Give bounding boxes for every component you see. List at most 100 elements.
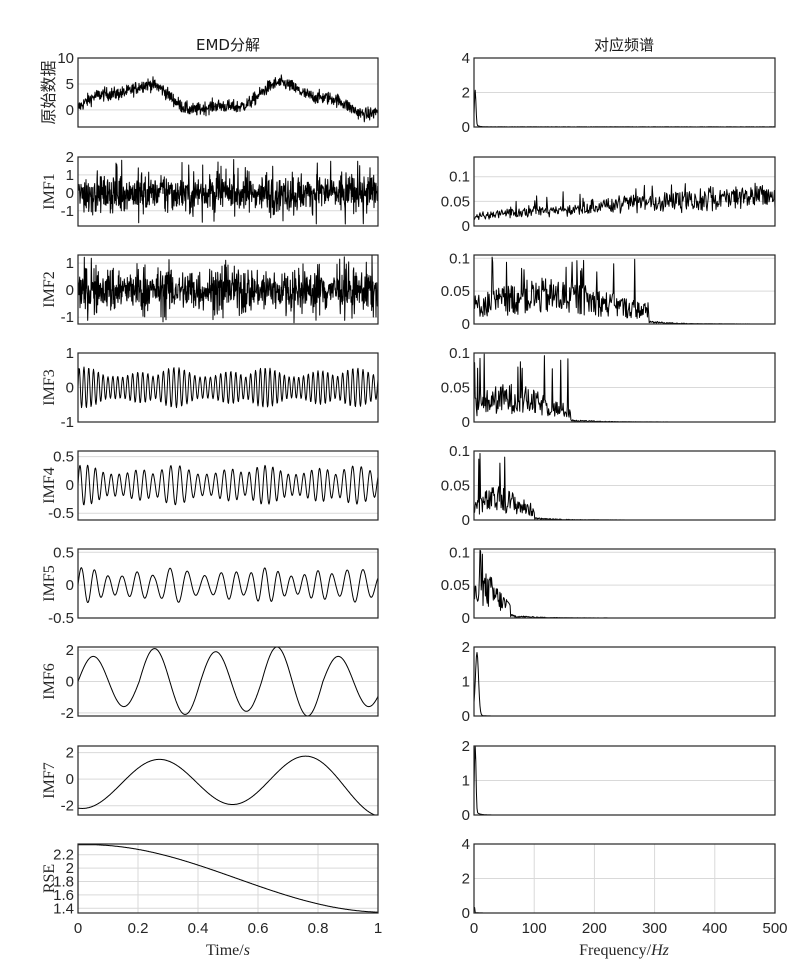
y-tick-label: 0 <box>66 102 74 119</box>
y-tick-label: 0.1 <box>449 544 470 561</box>
x-tick-label: 100 <box>522 920 547 937</box>
y-tick-label: -2 <box>61 798 74 815</box>
y-tick-label: 0 <box>462 218 470 235</box>
y-tick-label: 0.05 <box>441 193 470 210</box>
y-tick-label: 4 <box>462 836 470 853</box>
signal-trace <box>78 647 378 716</box>
y-tick-label: 2.2 <box>53 847 74 864</box>
spectrum-axes-5: 0 0.05 0.1 <box>441 443 776 529</box>
emd-axes-7: -2 0 2 IMF6 <box>41 642 379 722</box>
y-tick-label: 0 <box>462 414 470 431</box>
emd-decomposition-panels: 0510原始数据-1012IMF1-101IMF2-101IMF3-0.500.… <box>40 50 382 937</box>
y-tick-label: 0 <box>462 119 470 136</box>
axes-box <box>77 352 379 423</box>
right-x-axis-label: Frequency/Hz <box>579 942 670 959</box>
spectrum-axes-8: 0 1 2 <box>462 738 776 824</box>
y-tick-label: 0 <box>462 316 470 333</box>
y-axis-label: IMF4 <box>41 467 58 503</box>
x-tick-label: 0.8 <box>308 920 329 937</box>
signal-trace <box>474 549 775 618</box>
signal-trace <box>474 652 775 716</box>
spectrum-axes-9: 0 2 4 0 100 200 300 400 500 <box>462 836 788 937</box>
y-tick-label: 1.8 <box>53 874 74 891</box>
y-axis-label: IMF3 <box>41 369 58 405</box>
x-tick-label: 0 <box>470 920 478 937</box>
y-tick-label: 0.05 <box>441 283 470 300</box>
axes-box <box>77 646 379 717</box>
y-tick-label: 2 <box>66 745 74 762</box>
y-tick-label: 0 <box>66 771 74 788</box>
y-tick-label: 2 <box>66 149 74 166</box>
y-tick-label: -1 <box>61 203 74 220</box>
y-tick-label: 0 <box>66 674 74 691</box>
spectrum-panels: 0 2 4 0 0.05 0.1 0 0.05 0.1 0 0.05 0.1 0 0.05 0.1 0 0.05… <box>441 50 788 937</box>
spectrum-axes-6: 0 0.05 0.1 <box>441 544 776 627</box>
y-tick-label: 1 <box>66 345 74 362</box>
y-tick-label: 2 <box>66 642 74 659</box>
axes-box <box>77 450 379 521</box>
y-tick-label: 0 <box>462 807 470 824</box>
y-tick-label: 0 <box>66 282 74 299</box>
y-tick-label: -1 <box>61 309 74 326</box>
spectrum-axes-2: 0 0.05 0.1 <box>441 156 776 235</box>
signal-trace <box>78 464 378 506</box>
signal-trace <box>78 844 378 913</box>
left-title: EMD分解 <box>196 36 260 54</box>
emd-axes-9: 1.41.61.822.2 0 0.2 0.4 0.6 0.8 1 RSE <box>41 843 382 937</box>
x-tick-label: 500 <box>762 920 787 937</box>
axes-box <box>473 254 776 325</box>
y-tick-label: 1 <box>462 674 470 691</box>
y-axis-label: RSE <box>41 864 58 893</box>
y-tick-label: 10 <box>57 50 74 67</box>
y-tick-label: -0.5 <box>48 505 74 522</box>
y-axis-label: IMF5 <box>41 565 58 601</box>
left-x-axis-label: Time/s <box>206 942 250 959</box>
y-tick-label: 1 <box>66 255 74 272</box>
y-tick-label: 0 <box>66 477 74 494</box>
y-tick-label: 2 <box>462 871 470 888</box>
signal-trace <box>474 182 775 221</box>
x-tick-label: 200 <box>582 920 607 937</box>
y-tick-label: 2 <box>462 639 470 656</box>
y-tick-label: 0 <box>66 185 74 202</box>
y-axis-label: IMF6 <box>41 663 58 699</box>
x-tick-label: 0.6 <box>248 920 269 937</box>
y-tick-label: 0.1 <box>449 443 470 460</box>
signal-trace <box>474 89 775 127</box>
x-tick-label: 1 <box>374 920 382 937</box>
y-tick-label: 0 <box>462 512 470 529</box>
y-tick-label: 1.4 <box>53 900 74 917</box>
y-tick-label: 0.5 <box>53 449 74 466</box>
signal-trace <box>78 567 378 603</box>
signal-trace <box>78 255 378 324</box>
x-tick-label: 300 <box>642 920 667 937</box>
axes-box <box>77 843 379 914</box>
y-tick-label: 2 <box>462 738 470 755</box>
emd-axes-6: -0.5 0 0.5 IMF5 <box>41 544 379 627</box>
y-tick-label: -1 <box>61 414 74 431</box>
y-tick-label: 2 <box>66 860 74 877</box>
y-tick-label: 1.6 <box>53 887 74 904</box>
y-tick-label: 4 <box>462 50 470 67</box>
emd-axes-8: -2 0 2 IMF7 <box>41 745 379 816</box>
signal-trace <box>78 755 377 815</box>
y-tick-label: 0.05 <box>441 478 470 495</box>
spectrum-axes-4: 0 0.05 0.1 <box>441 345 776 431</box>
signal-trace <box>78 159 378 225</box>
emd-axes-4: -1 0 1 IMF3 <box>41 345 379 431</box>
signal-trace <box>78 366 378 409</box>
y-tick-label: 0.1 <box>449 250 470 267</box>
axes-box <box>473 843 776 914</box>
axes-box <box>77 745 379 816</box>
x-tick-label: 400 <box>702 920 727 937</box>
y-tick-label: 0.05 <box>441 577 470 594</box>
axes-box <box>473 352 776 423</box>
spectrum-axes-3: 0 0.05 0.1 <box>441 250 776 333</box>
axes-box <box>473 646 776 717</box>
y-tick-label: 1 <box>462 773 470 790</box>
y-tick-label: 0 <box>66 577 74 594</box>
